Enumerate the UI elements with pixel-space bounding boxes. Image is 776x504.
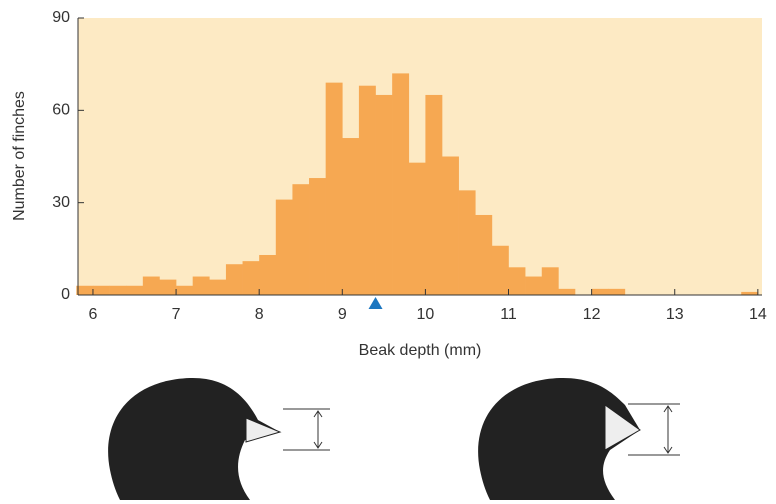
x-tick-label: 6 xyxy=(89,306,98,323)
bar xyxy=(475,214,493,295)
bar xyxy=(292,184,310,295)
x-tick-label: 11 xyxy=(500,306,517,323)
bar xyxy=(491,245,509,295)
y-tick-label: 60 xyxy=(52,102,70,119)
bar xyxy=(192,276,210,295)
bar xyxy=(325,82,343,295)
x-tick-label: 8 xyxy=(255,306,264,323)
x-tick-label: 10 xyxy=(417,306,435,323)
y-tick-label: 30 xyxy=(52,194,70,211)
bar xyxy=(142,276,160,295)
bar xyxy=(259,254,277,295)
bar xyxy=(591,288,609,295)
bar xyxy=(309,178,326,295)
y-axis-label: Number of finches xyxy=(11,91,28,221)
finch-large xyxy=(478,377,680,500)
bar xyxy=(109,285,127,295)
bar xyxy=(225,264,243,295)
bar xyxy=(558,288,576,295)
bar xyxy=(126,285,144,295)
bar xyxy=(176,285,193,295)
bar xyxy=(525,276,543,295)
bar xyxy=(358,85,376,295)
bar xyxy=(275,199,293,295)
x-tick-label: 13 xyxy=(666,306,684,323)
y-tick-label: 0 xyxy=(61,286,70,303)
mean-marker xyxy=(368,297,383,309)
bar xyxy=(741,291,759,295)
bar xyxy=(242,261,260,295)
x-axis-label: Beak depth (mm) xyxy=(359,342,482,359)
x-tick-label: 14 xyxy=(749,306,767,323)
bar xyxy=(342,138,360,295)
bar xyxy=(458,190,476,295)
bar xyxy=(92,285,110,295)
y-tick-label: 90 xyxy=(52,9,70,26)
bar xyxy=(425,94,443,295)
bar xyxy=(541,267,559,295)
bar xyxy=(375,94,393,295)
x-tick-label: 7 xyxy=(172,306,181,323)
bar xyxy=(392,73,410,296)
x-tick-label: 9 xyxy=(338,306,347,323)
bar xyxy=(508,267,526,295)
bar xyxy=(209,279,227,295)
x-tick-label: 12 xyxy=(583,306,601,323)
bar xyxy=(76,285,94,295)
bar xyxy=(159,279,177,295)
bar xyxy=(608,288,626,295)
bar xyxy=(442,156,459,295)
finch-small xyxy=(108,377,330,500)
bar xyxy=(408,162,426,295)
